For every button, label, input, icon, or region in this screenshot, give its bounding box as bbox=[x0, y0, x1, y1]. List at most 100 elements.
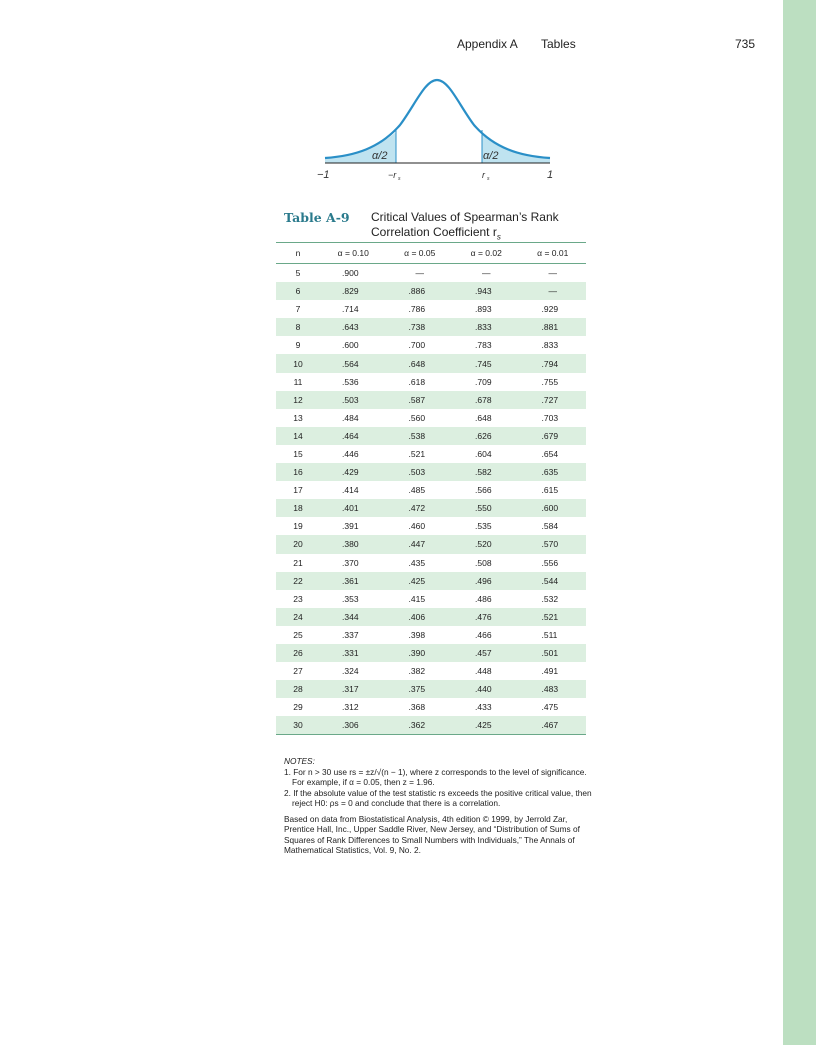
critical-value-cell: .643 bbox=[320, 318, 387, 337]
critical-value-cell: .703 bbox=[541, 412, 559, 423]
critical-value-cell: .391 bbox=[342, 521, 359, 532]
critical-value-cell: .786 bbox=[408, 304, 426, 315]
critical-value-cell: .375 bbox=[386, 680, 453, 699]
row-n-cell: 30 bbox=[276, 716, 320, 736]
table-label: Table A-9 bbox=[284, 210, 350, 225]
critical-value-cell: .615 bbox=[541, 485, 559, 496]
critical-value-cell: .324 bbox=[342, 666, 359, 677]
critical-value-cell: .738 bbox=[386, 318, 453, 337]
critical-value-cell: .536 bbox=[342, 376, 359, 387]
table-row: 18.401.472.550.600 bbox=[276, 499, 586, 518]
critical-value-cell: .550 bbox=[453, 499, 520, 518]
critical-value-cell: .535 bbox=[475, 521, 492, 532]
critical-value-cell: .833 bbox=[541, 340, 559, 351]
critical-value-cell: — bbox=[415, 268, 425, 279]
critical-value-cell: .833 bbox=[453, 318, 520, 337]
column-header: α = 0.01 bbox=[519, 242, 586, 264]
critical-value-cell: .755 bbox=[541, 376, 559, 387]
table-row: 27 .324 .382 .448 .491 bbox=[276, 662, 586, 680]
critical-value-cell: — bbox=[519, 282, 586, 301]
critical-value-cell: .467 bbox=[519, 716, 586, 736]
critical-value-cell: .503 bbox=[386, 463, 453, 482]
critical-value-cell: .483 bbox=[519, 680, 586, 699]
table-title-line2: Correlation Coefficient rs bbox=[371, 225, 501, 242]
critical-value-cell: .425 bbox=[453, 716, 520, 736]
critical-value-cell: .556 bbox=[541, 557, 559, 568]
axis-label-neg-rs-sub: s bbox=[398, 176, 401, 182]
critical-value-cell: .893 bbox=[475, 304, 492, 315]
critical-value-cell: .344 bbox=[320, 607, 387, 626]
table-row: 17 .414 .485 .566 .615 bbox=[276, 481, 586, 499]
row-n-cell: 13 bbox=[293, 412, 303, 423]
critical-value-cell: .900 bbox=[342, 268, 359, 279]
critical-value-cell: .464 bbox=[320, 426, 387, 445]
table-row: 8.643.738.833.881 bbox=[276, 318, 586, 337]
critical-value-cell: .521 bbox=[408, 448, 426, 459]
critical-value-cell: .457 bbox=[453, 643, 520, 663]
section-subtitle: Tables bbox=[541, 37, 576, 51]
table-row: 16.429.503.582.635 bbox=[276, 463, 586, 482]
axis-label-pos-one: 1 bbox=[547, 169, 553, 181]
row-n-cell: 12 bbox=[276, 390, 320, 409]
critical-value-cell: .390 bbox=[386, 643, 453, 663]
row-n-cell: 8 bbox=[276, 318, 320, 337]
row-n-cell: 11 bbox=[293, 376, 303, 387]
critical-value-cell: .353 bbox=[342, 593, 359, 604]
column-header: α = 0.10 bbox=[320, 242, 387, 264]
table-row: 26.331.390.457.501 bbox=[276, 643, 586, 663]
critical-value-cell: .361 bbox=[320, 571, 387, 590]
table-title-line1: Critical Values of Spearman’s Rank bbox=[371, 210, 559, 224]
critical-value-cell: .943 bbox=[453, 282, 520, 301]
critical-value-cell: .415 bbox=[408, 593, 426, 604]
critical-value-cell: .508 bbox=[475, 557, 492, 568]
table-notes: NOTES: 1. For n > 30 use rs = ±z/√(n − 1… bbox=[284, 756, 594, 856]
row-n-cell: 10 bbox=[276, 354, 320, 373]
table-row: 5 .900 — — — bbox=[276, 264, 586, 283]
row-n-cell: 26 bbox=[276, 643, 320, 663]
table-row: 11 .536 .618 .709 .755 bbox=[276, 373, 586, 391]
critical-value-cell: .783 bbox=[475, 340, 492, 351]
critical-value-cell: .678 bbox=[453, 390, 520, 409]
alpha-half-right: α/2 bbox=[483, 150, 498, 162]
normal-curve-figure: α/2 α/2 −1 −r s r s 1 bbox=[317, 78, 553, 182]
table-row: 24.344.406.476.521 bbox=[276, 607, 586, 626]
critical-value-cell: .401 bbox=[320, 499, 387, 518]
critical-value-cell: .429 bbox=[320, 463, 387, 482]
table-row: 6.829.886.943— bbox=[276, 282, 586, 301]
critical-value-cell: .460 bbox=[408, 521, 426, 532]
critical-value-cell: .501 bbox=[519, 643, 586, 663]
critical-value-cell: .709 bbox=[475, 376, 492, 387]
critical-value-cell: .503 bbox=[320, 390, 387, 409]
row-n-cell: 21 bbox=[293, 557, 303, 568]
row-n-cell: 5 bbox=[295, 268, 301, 279]
notes-heading: NOTES: bbox=[284, 756, 315, 766]
critical-value-cell: .398 bbox=[408, 629, 426, 640]
critical-value-cell: .370 bbox=[342, 557, 359, 568]
table-row: 14.464.538.626.679 bbox=[276, 426, 586, 445]
critical-value-cell: .570 bbox=[519, 535, 586, 554]
axis-label-pos-rs-sub: s bbox=[487, 176, 490, 182]
critical-value-cell: .635 bbox=[519, 463, 586, 482]
axis-label-neg-rs: −r bbox=[388, 170, 397, 180]
row-n-cell: 15 bbox=[293, 448, 303, 459]
row-n-cell: 7 bbox=[295, 304, 301, 315]
row-n-cell: 24 bbox=[276, 607, 320, 626]
critical-value-cell: .587 bbox=[386, 390, 453, 409]
row-n-cell: 18 bbox=[276, 499, 320, 518]
critical-value-cell: .447 bbox=[386, 535, 453, 554]
table-row: 9 .600 .700 .783 .833 bbox=[276, 336, 586, 354]
critical-value-cell: .312 bbox=[342, 702, 359, 713]
table-row: 25 .337 .398 .466 .511 bbox=[276, 626, 586, 644]
critical-value-cell: .485 bbox=[408, 485, 426, 496]
critical-value-cell: .564 bbox=[320, 354, 387, 373]
bell-curve bbox=[324, 78, 551, 160]
critical-value-cell: .829 bbox=[320, 282, 387, 301]
column-header: α = 0.02 bbox=[453, 242, 520, 264]
critical-value-cell: .648 bbox=[475, 412, 492, 423]
critical-value-cell: .337 bbox=[342, 629, 359, 640]
critical-value-cell: .446 bbox=[342, 448, 359, 459]
critical-value-cell: .475 bbox=[541, 702, 559, 713]
critical-value-cell: .538 bbox=[386, 426, 453, 445]
critical-value-cell: .425 bbox=[386, 571, 453, 590]
row-n-cell: 6 bbox=[276, 282, 320, 301]
